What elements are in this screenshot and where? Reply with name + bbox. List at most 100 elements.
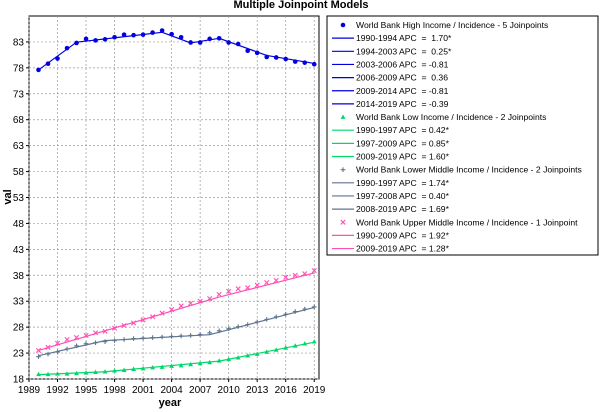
series-3: [36, 304, 317, 360]
data-point: [188, 300, 194, 306]
x-tick-label: 2010: [218, 385, 241, 396]
data-point: [121, 337, 127, 342]
data-point: [254, 351, 260, 356]
data-point: [292, 59, 298, 64]
fit-segment: [38, 371, 106, 376]
x-tick-label: 2013: [246, 385, 269, 396]
legend-segment-label: 1994-2003 APC = 0.25*: [356, 46, 452, 56]
data-point: [74, 370, 79, 376]
data-point: [254, 282, 260, 288]
legend-group-4: World Bank Upper Middle Income / Inciden…: [332, 217, 578, 254]
fit-segment: [219, 272, 315, 298]
data-point: [131, 366, 136, 371]
data-point: [302, 306, 308, 312]
legend-marker: [340, 167, 346, 172]
data-point: [150, 335, 155, 340]
data-point: [207, 330, 212, 336]
data-point: [197, 298, 203, 304]
data-point: [178, 362, 184, 368]
data-point: [245, 48, 250, 54]
data-point: [35, 347, 42, 354]
legend-segment-label: 2003-2006 APC = -0.81: [356, 59, 449, 69]
data-point: [188, 361, 194, 367]
data-point: [311, 339, 317, 344]
fit-segment: [190, 37, 220, 44]
data-point: [216, 358, 222, 363]
series-2: [36, 339, 317, 377]
data-point: [273, 314, 279, 320]
x-tick-label: 2001: [132, 385, 155, 396]
y-tick-label: 33: [13, 297, 25, 308]
data-point: [302, 341, 308, 346]
y-tick-label: 83: [13, 37, 25, 48]
data-point: [226, 40, 231, 45]
legend-segment-label: 2014-2019 APC = -0.39: [356, 99, 449, 109]
data-point: [216, 35, 222, 41]
x-axis-title: year: [159, 397, 182, 409]
data-point: [226, 356, 232, 362]
x-tick-label: 2007: [189, 385, 212, 396]
data-point: [140, 366, 146, 371]
legend-marker: [340, 22, 346, 28]
data-point: [45, 61, 51, 67]
data-point: [112, 338, 117, 343]
x-tick-label: 1992: [46, 385, 69, 396]
fit-segment: [38, 41, 77, 71]
data-point: [131, 32, 136, 38]
legend-segment-label: 2006-2009 APC = 0.36: [356, 73, 448, 83]
data-point: [140, 32, 146, 37]
legend-marker: [340, 114, 346, 119]
data-point: [197, 40, 203, 45]
data-point: [283, 56, 289, 62]
series-1: [36, 28, 317, 73]
y-tick-label: 18: [13, 375, 25, 386]
legend-segment-label: 1997-2009 APC = 0.85*: [356, 138, 450, 148]
data-point: [64, 346, 70, 352]
data-point: [302, 271, 308, 277]
data-point: [207, 36, 212, 42]
data-point: [64, 45, 70, 51]
data-point: [197, 360, 203, 366]
legend-segment-label: 2009-2019 APC = 1.60*: [356, 152, 450, 162]
y-tick-label: 63: [13, 141, 25, 152]
data-point: [235, 286, 241, 292]
data-point: [159, 334, 165, 340]
plot-area: 18 23 28 33 38 43 48 53 58 63 68 73 78 83 1989 1992 199…: [13, 15, 326, 396]
data-point: [36, 67, 41, 73]
legend-group-2: World Bank Low Income / Incidence - 2 Jo…: [332, 112, 546, 162]
data-point: [226, 326, 231, 331]
y-axis-title: val: [2, 189, 14, 204]
legend-box: [326, 15, 599, 256]
data-point: [235, 355, 241, 360]
legend-series-label: World Bank Lower Middle Income / Inciden…: [356, 165, 582, 175]
data-point: [273, 277, 279, 284]
data-point: [254, 319, 260, 325]
data-point: [45, 371, 51, 377]
data-point: [226, 288, 232, 294]
legend-segment-label: 1990-1997 APC = 1.74*: [356, 178, 450, 188]
legend-segment-label: 2008-2019 APC = 1.69*: [356, 204, 450, 214]
data-point: [64, 337, 70, 343]
x-tick-label: 1995: [75, 385, 98, 396]
chart-title: Multiple Joinpoint Models: [233, 0, 368, 11]
series-4: [35, 268, 317, 354]
data-point: [111, 325, 118, 331]
data-point: [36, 354, 41, 360]
legend-segment-label: 1990-1994 APC = 1.70*: [356, 33, 452, 43]
data-point: [245, 322, 250, 327]
data-point: [302, 60, 308, 65]
data-point: [64, 371, 70, 376]
data-point: [254, 50, 260, 56]
data-point: [83, 36, 89, 42]
legend-items: World Bank High Income / Incidence - 5 J…: [332, 20, 582, 254]
y-tick-label: 58: [13, 167, 25, 178]
data-point: [197, 332, 203, 337]
y-tick-label: 68: [13, 115, 25, 126]
data-point: [178, 34, 184, 40]
data-point: [264, 54, 270, 60]
data-point: [74, 40, 79, 46]
data-point: [311, 61, 317, 67]
y-tick-label: 78: [13, 63, 25, 74]
data-point: [235, 41, 241, 47]
